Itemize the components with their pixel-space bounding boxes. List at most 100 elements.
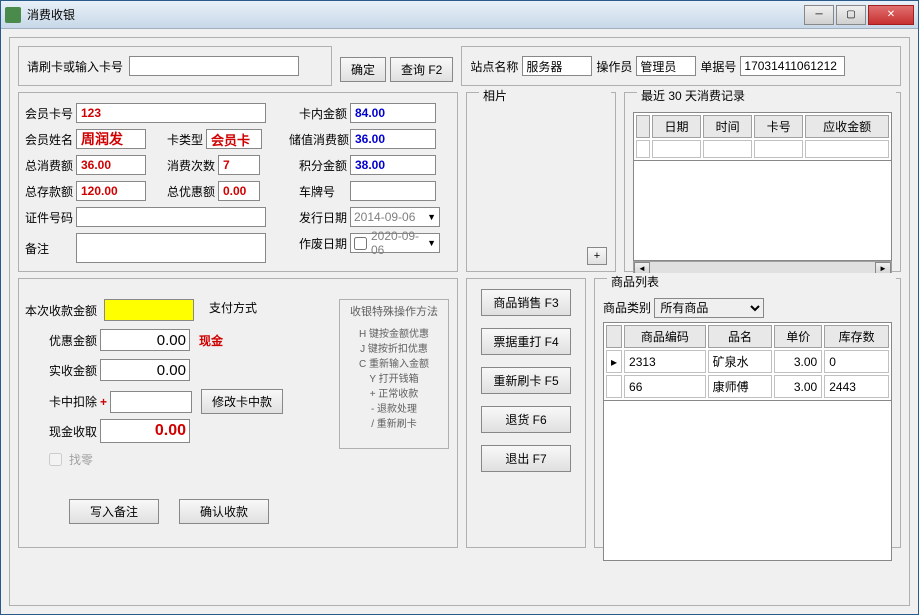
total-discount-value: 0.00: [218, 181, 260, 201]
app-icon: [5, 7, 21, 23]
col-stock[interactable]: 库存数: [824, 325, 889, 348]
app-window: 消费收银 ─ ▢ ✕ 请刷卡或输入卡号 确定 查询 F2 站点名称 操作: [0, 0, 919, 615]
modify-card-button[interactable]: 修改卡中款: [201, 389, 283, 414]
card-no-label: 会员卡号: [25, 105, 73, 122]
issue-date-label: 发行日期: [299, 209, 347, 226]
close-button[interactable]: ✕: [868, 5, 914, 25]
change-label: 找零: [69, 451, 117, 468]
reprint-button[interactable]: 票据重打 F4: [481, 328, 571, 355]
expire-date-picker[interactable]: 2020-09-06▼: [350, 233, 440, 253]
card-deduct-input[interactable]: [110, 391, 192, 413]
total-deposit-value: 120.00: [76, 181, 146, 201]
site-label: 站点名称: [470, 58, 518, 75]
stored-spend-label: 储值消费额: [289, 131, 347, 148]
discount-label: 优惠金额: [49, 332, 97, 349]
col-amount[interactable]: 应收金额: [805, 115, 889, 138]
points-value: 38.00: [350, 155, 436, 175]
recent-table: 日期 时间 卡号 应收金额: [633, 112, 892, 161]
issue-date-picker[interactable]: 2014-09-06▼: [350, 207, 440, 227]
search-panel: 请刷卡或输入卡号: [18, 46, 332, 86]
table-row[interactable]: 66康师傅3.002443: [606, 375, 889, 398]
recent-table-body: [633, 161, 892, 261]
id-no-label: 证件号码: [25, 209, 73, 226]
balance-value: 84.00: [350, 103, 436, 123]
titlebar[interactable]: 消费收银 ─ ▢ ✕: [1, 1, 918, 29]
points-label: 积分金额: [299, 157, 347, 174]
card-deduct-label: 卡中扣除: [49, 393, 97, 410]
actual-input[interactable]: [100, 359, 190, 381]
add-photo-button[interactable]: +: [587, 247, 607, 265]
window-title: 消费收银: [27, 6, 804, 23]
total-spend-label: 总消费额: [25, 157, 73, 174]
remark-value: [76, 233, 266, 263]
photo-panel: 相片 +: [466, 92, 616, 272]
card-input[interactable]: [129, 56, 299, 76]
col-time[interactable]: 时间: [703, 115, 752, 138]
confirm-button[interactable]: 确定: [340, 57, 386, 82]
write-remark-button[interactable]: 写入备注: [69, 499, 159, 524]
reswipe-button[interactable]: 重新刷卡 F5: [481, 367, 571, 394]
confirm-pay-button[interactable]: 确认收款: [179, 499, 269, 524]
category-label: 商品类别: [603, 301, 651, 315]
refund-button[interactable]: 退货 F6: [481, 406, 571, 433]
spend-count-label: 消费次数: [167, 157, 215, 174]
remark-label: 备注: [25, 240, 73, 257]
card-type-value: 会员卡: [206, 129, 262, 149]
category-select[interactable]: 所有商品: [654, 298, 764, 318]
col-card[interactable]: 卡号: [754, 115, 803, 138]
name-value: 周润发: [76, 129, 146, 149]
content-area: 请刷卡或输入卡号 确定 查询 F2 站点名称 操作员 单据号: [1, 29, 918, 614]
member-panel: 会员卡号123 会员姓名周润发 卡类型会员卡 总消费额36.00 消费次数7 总…: [18, 92, 458, 272]
search-label: 请刷卡或输入卡号: [27, 58, 123, 75]
help-box: 收银特殊操作方法 H 键按金额优惠 J 键按折扣优惠 C 重新输入金额 Y 打开…: [339, 299, 449, 449]
site-value[interactable]: [522, 56, 592, 76]
plate-value: [350, 181, 436, 201]
receipt-value[interactable]: [740, 56, 845, 76]
payment-panel: 本次收款金额 支付方式 优惠金额现金 实收金额 卡中扣除+修改卡中款 现金收取 …: [18, 278, 458, 548]
product-table: 商品编码 品名 单价 库存数 ▸2313矿泉水3.000 66康师傅3.0024…: [603, 322, 892, 401]
name-label: 会员姓名: [25, 131, 73, 148]
col-price[interactable]: 单价: [774, 325, 822, 348]
search-buttons: 确定 查询 F2: [340, 46, 453, 86]
method-value: 现金: [199, 332, 247, 349]
product-table-body: [603, 401, 892, 561]
exit-button[interactable]: 退出 F7: [481, 445, 571, 472]
expire-date-checkbox[interactable]: [354, 237, 367, 250]
dropdown-icon: ▼: [427, 212, 436, 222]
action-panel: 商品销售 F3 票据重打 F4 重新刷卡 F5 退货 F6 退出 F7: [466, 278, 586, 548]
col-date[interactable]: 日期: [652, 115, 701, 138]
expire-date-label: 作废日期: [299, 235, 347, 252]
total-deposit-label: 总存款额: [25, 183, 73, 200]
spend-count-value: 7: [218, 155, 260, 175]
recent-title: 最近 30 天消费记录: [637, 87, 896, 104]
actual-label: 实收金额: [49, 362, 97, 379]
amount-label: 本次收款金额: [25, 302, 101, 319]
amount-input[interactable]: [104, 299, 194, 321]
help-title: 收银特殊操作方法: [344, 304, 444, 321]
dropdown-icon: ▼: [427, 238, 436, 248]
photo-title: 相片: [479, 87, 611, 104]
card-type-label: 卡类型: [167, 131, 203, 148]
stored-spend-value: 36.00: [350, 129, 436, 149]
recent-panel: 最近 30 天消费记录 日期 时间 卡号 应收金额 ◄►: [624, 92, 901, 272]
operator-value[interactable]: [636, 56, 696, 76]
main-panel: 请刷卡或输入卡号 确定 查询 F2 站点名称 操作员 单据号: [9, 37, 910, 606]
cash-input[interactable]: [100, 419, 190, 443]
sale-button[interactable]: 商品销售 F3: [481, 289, 571, 316]
discount-input[interactable]: [100, 329, 190, 351]
query-button[interactable]: 查询 F2: [390, 57, 453, 82]
col-code[interactable]: 商品编码: [624, 325, 706, 348]
table-row[interactable]: [636, 140, 889, 158]
total-discount-label: 总优惠额: [167, 183, 215, 200]
change-checkbox: [49, 453, 62, 466]
site-info-panel: 站点名称 操作员 单据号: [461, 46, 901, 86]
col-name[interactable]: 品名: [708, 325, 773, 348]
help-body: H 键按金额优惠 J 键按折扣优惠 C 重新输入金额 Y 打开钱箱 + 正常收款…: [344, 327, 444, 432]
cash-label: 现金收取: [49, 423, 97, 440]
balance-label: 卡内金额: [299, 105, 347, 122]
maximize-button[interactable]: ▢: [836, 5, 866, 25]
plus-icon: +: [100, 395, 107, 409]
plate-label: 车牌号: [299, 183, 347, 200]
minimize-button[interactable]: ─: [804, 5, 834, 25]
table-row[interactable]: ▸2313矿泉水3.000: [606, 350, 889, 373]
